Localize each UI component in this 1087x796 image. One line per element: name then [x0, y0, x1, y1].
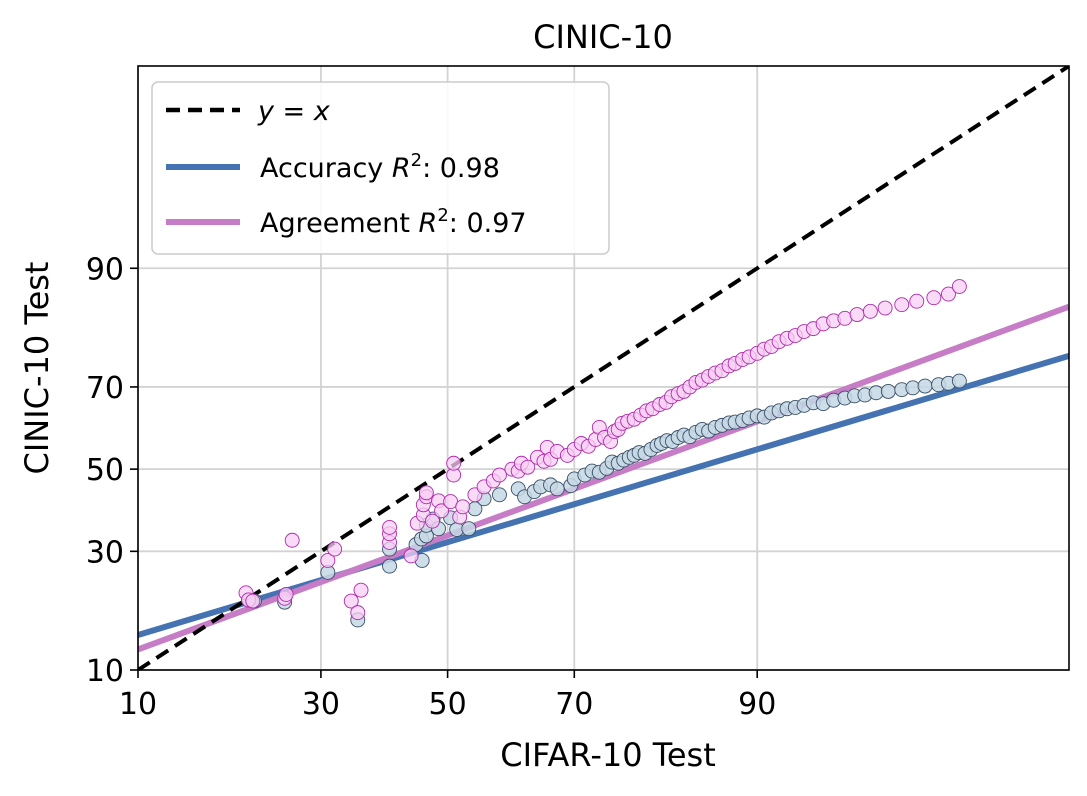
accuracy-point	[917, 378, 933, 394]
y-tick-label: 50	[86, 453, 124, 488]
legend-label-accuracy: Accuracy R2: 0.98	[260, 150, 500, 184]
accuracy-point	[951, 373, 967, 389]
agreement-point	[284, 532, 300, 548]
agreement-point	[894, 297, 910, 313]
agreement-point	[245, 593, 261, 609]
legend-agreement-prefix: Agreement	[260, 208, 419, 239]
y-tick-label: 10	[86, 654, 124, 689]
legend: y = x Accuracy R2: 0.98 Agreement R2: 0.…	[151, 81, 610, 255]
accuracy-point	[382, 558, 397, 574]
y-tick-label: 90	[86, 252, 124, 287]
agreement-point	[418, 485, 434, 501]
agreement-point	[492, 467, 507, 483]
agreement-point	[951, 279, 967, 294]
x-tick-label: 70	[555, 687, 593, 722]
legend-agreement-value: : 0.97	[449, 208, 527, 239]
axis-ticks: 10 30 50 70 90 10 30 50 70 90	[86, 252, 776, 722]
agreement-point	[320, 553, 336, 568]
accuracy-point	[461, 521, 477, 537]
agreement-point	[327, 541, 343, 557]
accuracy-point	[492, 487, 507, 503]
agreement-point	[434, 503, 449, 519]
agreement-point	[520, 459, 536, 475]
legend-accuracy-value: : 0.98	[422, 153, 500, 184]
agreement-point	[877, 300, 893, 316]
legend-accuracy-exponent: 2	[411, 150, 422, 171]
accuracy-point	[880, 383, 896, 399]
legend-accuracy-prefix: Accuracy	[260, 153, 392, 184]
agreement-point	[909, 293, 925, 309]
agreement-point	[446, 455, 462, 471]
x-axis-label: CIFAR-10 Test	[500, 736, 716, 774]
x-tick-label: 50	[429, 687, 467, 722]
y-tick-label: 70	[86, 371, 124, 406]
plot-frame	[137, 65, 1070, 671]
scatter-points	[238, 279, 967, 628]
legend-accuracy-r: R	[392, 153, 411, 184]
legend-label-agreement: Agreement R2: 0.97	[260, 205, 527, 239]
x-tick-label: 90	[738, 687, 776, 722]
x-tick-label: 30	[302, 687, 340, 722]
agreement-point	[353, 582, 369, 598]
legend-agreement-exponent: 2	[437, 205, 448, 226]
agreement-point	[350, 605, 366, 621]
y-tick-label: 30	[86, 535, 124, 570]
agreement-point	[425, 513, 440, 529]
agreement-point	[862, 303, 878, 319]
legend-label-identity: y = x	[257, 96, 331, 127]
accuracy-fit-line	[138, 353, 1069, 638]
chart-title: CINIC-10	[533, 18, 673, 56]
accuracy-point	[549, 481, 565, 497]
identity-line	[138, 66, 1069, 670]
agreement-point	[941, 286, 956, 302]
agreement-point	[382, 519, 397, 535]
x-tick-label: 10	[119, 687, 157, 722]
agreement-point	[403, 548, 419, 564]
accuracy-point	[905, 380, 921, 396]
legend-box	[151, 81, 610, 255]
agreement-point	[926, 290, 942, 306]
y-axis-label: CINIC-10 Test	[18, 262, 56, 475]
agreement-point	[455, 499, 471, 515]
legend-agreement-r: R	[419, 208, 438, 239]
agreement-point	[849, 307, 865, 323]
agreement-point	[278, 587, 294, 602]
agreement-point	[343, 593, 359, 609]
